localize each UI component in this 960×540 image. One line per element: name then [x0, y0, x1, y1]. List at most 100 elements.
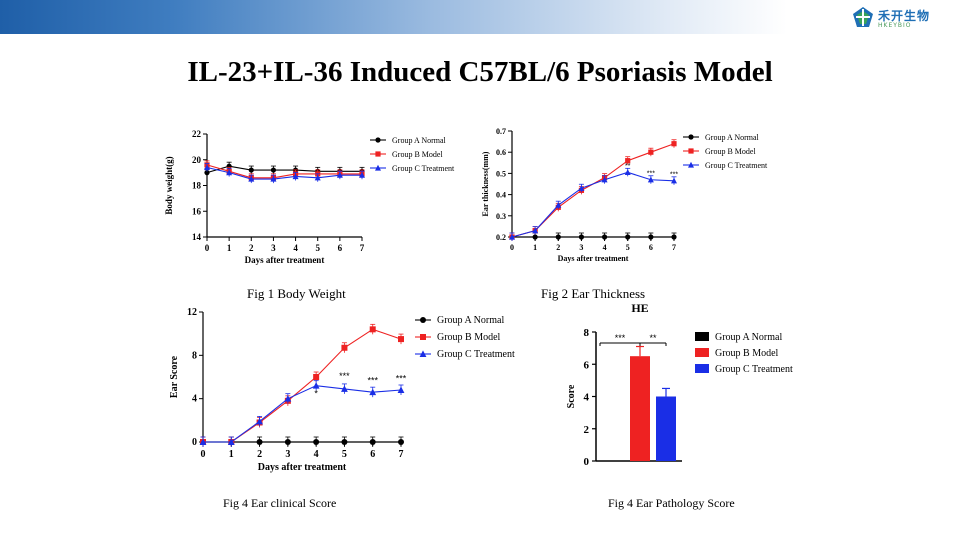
x-tick-label: 7: [672, 243, 676, 252]
y-tick-label: 4: [584, 392, 590, 404]
bar-group-c-treatment: [656, 396, 676, 461]
data-point: [341, 439, 348, 445]
data-point: [398, 336, 404, 343]
y-tick-label: 6: [584, 359, 590, 371]
series-line: [206, 166, 362, 180]
x-tick-label: 2: [257, 449, 262, 460]
significance-label: **: [625, 163, 631, 170]
legend-swatch: [695, 332, 709, 341]
data-point: [248, 175, 255, 182]
y-tick-label: 16: [192, 206, 202, 216]
x-tick-label: 7: [399, 449, 404, 460]
y-tick-label: 12: [187, 307, 197, 318]
data-point: [532, 234, 538, 240]
significance-label: ***: [339, 371, 350, 381]
data-point: [671, 234, 677, 240]
x-tick-label: 2: [249, 243, 254, 253]
series-group-c-treatment: [509, 167, 677, 241]
legend-label: Group C Treatment: [705, 161, 768, 170]
series-group-b-model: [200, 323, 404, 447]
legend-swatch: [695, 364, 709, 373]
legend-marker: [688, 148, 694, 154]
y-axis-label: Score: [566, 384, 577, 408]
legend-marker: [688, 161, 694, 168]
series-line: [206, 164, 362, 179]
y-tick-label: 22: [192, 129, 202, 139]
legend-label: Group A Normal: [715, 332, 782, 343]
series-line: [203, 328, 402, 443]
legend-marker: [420, 317, 426, 323]
significance-label: ***: [615, 333, 626, 343]
logo-subtext: HKEYBIO: [878, 22, 912, 29]
x-tick-label: 1: [227, 243, 232, 253]
legend-marker: [375, 137, 381, 143]
company-logo: 禾开生物 HKEYBIO: [852, 6, 942, 32]
logo-icon: [853, 7, 873, 27]
x-tick-label: 1: [229, 449, 234, 460]
legend-label: Group B Model: [392, 150, 443, 159]
x-tick-label: 7: [360, 243, 365, 253]
significance-label: ***: [647, 171, 655, 178]
y-tick-label: 2: [584, 424, 590, 436]
x-tick-label: 5: [342, 449, 347, 460]
data-point: [292, 173, 299, 180]
series-line: [203, 385, 402, 443]
data-point: [226, 169, 233, 176]
data-point: [648, 234, 654, 240]
x-tick-label: 5: [315, 243, 320, 253]
y-tick-label: 8: [192, 350, 197, 361]
data-point: [398, 439, 404, 445]
data-point: [284, 439, 291, 445]
y-tick-label: 20: [192, 155, 202, 165]
significance-label: ***: [396, 373, 407, 383]
fig4-caption: Fig 4 Ear Pathology Score: [608, 496, 735, 510]
data-point: [341, 344, 348, 351]
legend-marker: [375, 151, 381, 157]
data-point: [256, 417, 263, 425]
x-axis-label: Days after treatment: [558, 254, 629, 263]
legend-swatch: [695, 348, 709, 357]
data-point: [369, 439, 376, 445]
data-point: [671, 141, 677, 147]
legend-label: Group B Model: [437, 332, 501, 343]
legend-marker: [419, 350, 427, 357]
legend-label: Group C Treatment: [392, 164, 455, 173]
y-tick-label: 0.7: [496, 127, 506, 136]
series-group-c-treatment: [204, 163, 365, 184]
significance-label: ***: [367, 376, 378, 386]
header-bar: [0, 0, 960, 34]
ear-thickness-chart: 0.2 0.3 0.4 0.5 0.6 0.7 0 1 2 3 4 5 6 7 Days after tre…: [481, 127, 768, 263]
x-tick-label: 6: [370, 449, 375, 460]
data-point: [227, 438, 235, 445]
x-tick-label: 3: [579, 243, 583, 252]
data-point: [204, 170, 210, 176]
data-point: [312, 382, 320, 389]
data-point: [270, 167, 277, 173]
x-tick-label: 0: [510, 243, 514, 252]
legend-marker: [420, 334, 426, 340]
y-tick-label: 0.5: [496, 169, 506, 178]
data-point: [336, 172, 343, 178]
series-line: [511, 143, 675, 238]
data-point: [601, 176, 608, 183]
y-axis-label: Ear thickness(mm): [481, 151, 490, 216]
legend-marker: [688, 134, 694, 140]
y-tick-label: 8: [584, 327, 590, 339]
legend-label: Group B Model: [705, 147, 756, 156]
y-tick-label: 0: [192, 437, 197, 448]
x-tick-label: 0: [205, 243, 210, 253]
data-point: [625, 234, 631, 240]
x-tick-label: 6: [649, 243, 653, 252]
y-tick-label: 14: [192, 232, 202, 242]
significance-label: *: [314, 389, 318, 399]
data-point: [648, 149, 654, 155]
data-point: [314, 174, 321, 181]
data-point: [578, 185, 585, 191]
chart-title: HE: [631, 301, 648, 315]
series-group-c-treatment: [199, 380, 405, 447]
series-line: [206, 165, 362, 174]
legend-label: Group A Normal: [437, 315, 504, 326]
data-point: [284, 395, 292, 402]
data-point: [204, 164, 210, 171]
y-tick-label: 0.6: [496, 148, 506, 157]
